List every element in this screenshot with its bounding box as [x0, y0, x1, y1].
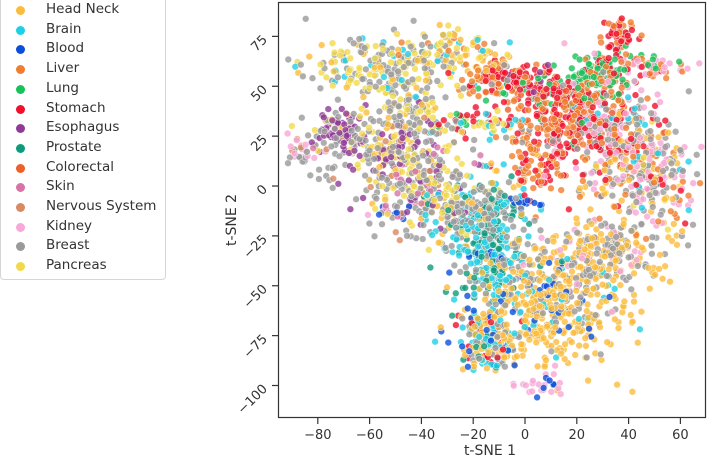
- legend-marker-icon: [16, 6, 25, 15]
- y-axis-label: t-SNE 2: [224, 194, 240, 246]
- y-axis-ticks: 75 50 25 0 −25 −50 −75 −100: [235, 33, 278, 418]
- legend-marker-icon: [16, 143, 25, 153]
- legend-item-esophagus: Esophagus: [1, 118, 167, 138]
- legend-label: Brain: [46, 20, 82, 37]
- legend-item-skin: Skin: [1, 177, 167, 197]
- svg-text:−80: −80: [304, 428, 331, 443]
- legend-marker-icon: [16, 183, 25, 193]
- svg-text:−20: −20: [459, 428, 486, 443]
- legend-label: Pancreas: [46, 257, 107, 274]
- legend-label: Nervous System: [46, 198, 157, 214]
- legend-item-stomach: Stomach: [1, 99, 167, 119]
- svg-text:20: 20: [569, 428, 586, 443]
- legend-label: Lung: [46, 79, 79, 96]
- svg-text:−25: −25: [241, 232, 271, 262]
- legend-label: Skin: [46, 178, 75, 195]
- legend-label: Prostate: [46, 138, 102, 155]
- legend-marker-icon: [16, 163, 25, 173]
- legend-marker-icon: [16, 203, 25, 212]
- data-points: [283, 14, 706, 402]
- legend-item-pancreas: Pancreas: [1, 256, 167, 276]
- svg-text:−60: −60: [356, 428, 383, 443]
- legend-marker-icon: [16, 242, 25, 252]
- svg-text:75: 75: [249, 33, 271, 55]
- svg-text:−50: −50: [241, 282, 271, 312]
- svg-text:25: 25: [249, 132, 271, 154]
- legend: Head Neck Brain Blood Liver Lung Stomach Esoph…: [0, 0, 166, 280]
- legend-marker-icon: [16, 25, 25, 35]
- svg-text:50: 50: [249, 82, 271, 104]
- svg-text:−100: −100: [235, 382, 271, 418]
- legend-label: Stomach: [46, 99, 106, 116]
- legend-item-breast: Breast: [1, 236, 167, 256]
- legend-label: Liver: [46, 60, 80, 77]
- svg-text:60: 60: [672, 428, 689, 443]
- legend-marker-icon: [16, 262, 25, 272]
- legend-label: Breast: [46, 237, 90, 254]
- axes-frame: [277, 1, 707, 419]
- x-axis-ticks: −80 −60 −40 −20 0 20 40 60: [304, 418, 689, 443]
- legend-label: Kidney: [46, 217, 93, 234]
- legend-label: Head Neck: [46, 1, 120, 17]
- legend-item-brain: Brain: [1, 20, 167, 40]
- legend-item-colorectal: Colorectal: [1, 158, 167, 178]
- legend-marker-icon: [16, 104, 25, 114]
- x-axis-label: t-SNE 1: [464, 443, 516, 457]
- svg-text:0: 0: [254, 182, 270, 198]
- svg-text:−75: −75: [241, 332, 271, 362]
- legend-marker-icon: [16, 84, 25, 94]
- legend-label: Esophagus: [46, 119, 120, 136]
- legend-item-nervous-system: Nervous System: [1, 197, 167, 217]
- legend-item-prostate: Prostate: [1, 138, 167, 158]
- legend-label: Blood: [46, 40, 85, 57]
- legend-item-head-neck: Head Neck: [1, 0, 167, 20]
- svg-text:0: 0: [521, 428, 529, 443]
- legend-marker-icon: [16, 65, 25, 75]
- legend-item-kidney: Kidney: [1, 217, 167, 237]
- legend-item-lung: Lung: [1, 79, 167, 99]
- legend-marker-icon: [16, 124, 25, 134]
- svg-text:−40: −40: [408, 428, 435, 443]
- legend-item-blood: Blood: [1, 39, 167, 59]
- legend-marker-icon: [16, 45, 25, 55]
- svg-text:40: 40: [620, 428, 637, 443]
- legend-marker-icon: [16, 222, 25, 232]
- legend-item-liver: Liver: [1, 59, 167, 79]
- legend-label: Colorectal: [46, 158, 114, 175]
